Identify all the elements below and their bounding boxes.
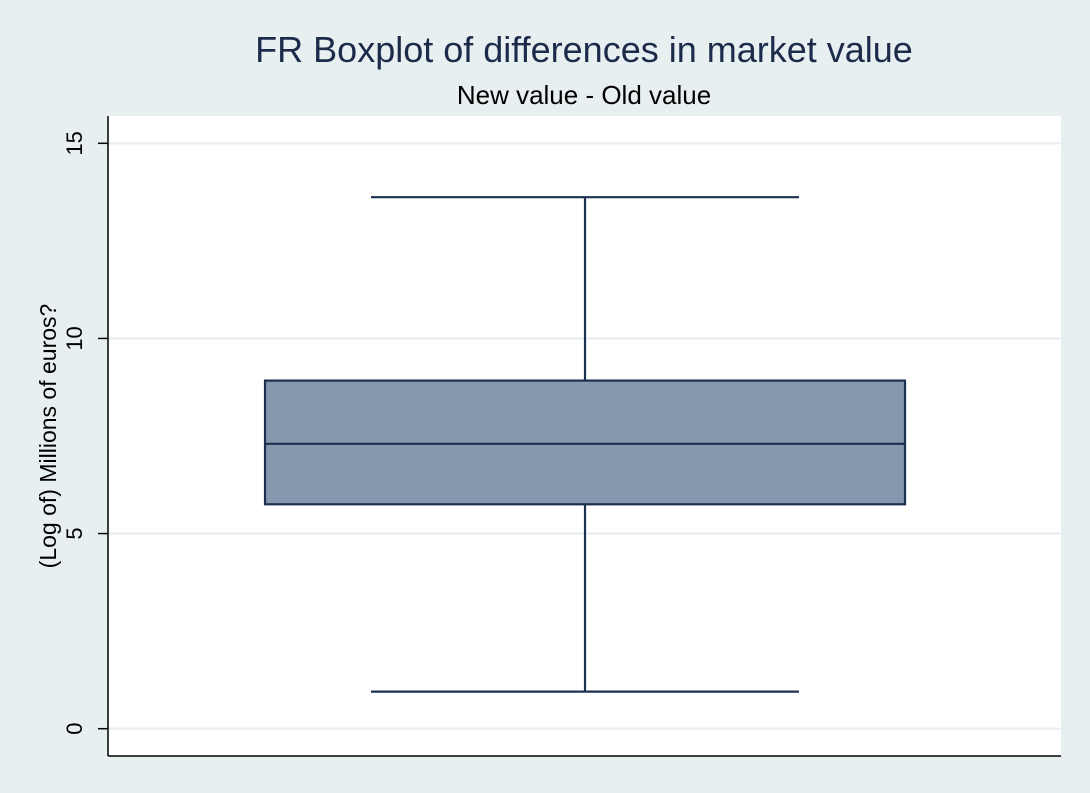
y-tick-label-10: 10 <box>62 326 87 350</box>
chart-title: FR Boxplot of differences in market valu… <box>255 29 913 70</box>
chart-subtitle: New value - Old value <box>457 80 711 110</box>
y-axis: 0 5 10 15 <box>62 116 1061 757</box>
y-tick-label-5: 5 <box>62 527 87 539</box>
box-plot <box>263 196 907 693</box>
iqr-box <box>263 379 907 506</box>
y-tick-label-15: 15 <box>62 131 87 155</box>
y-tick-label-0: 0 <box>62 723 87 735</box>
y-axis-label: (Log of) Millions of euros? <box>35 304 61 569</box>
